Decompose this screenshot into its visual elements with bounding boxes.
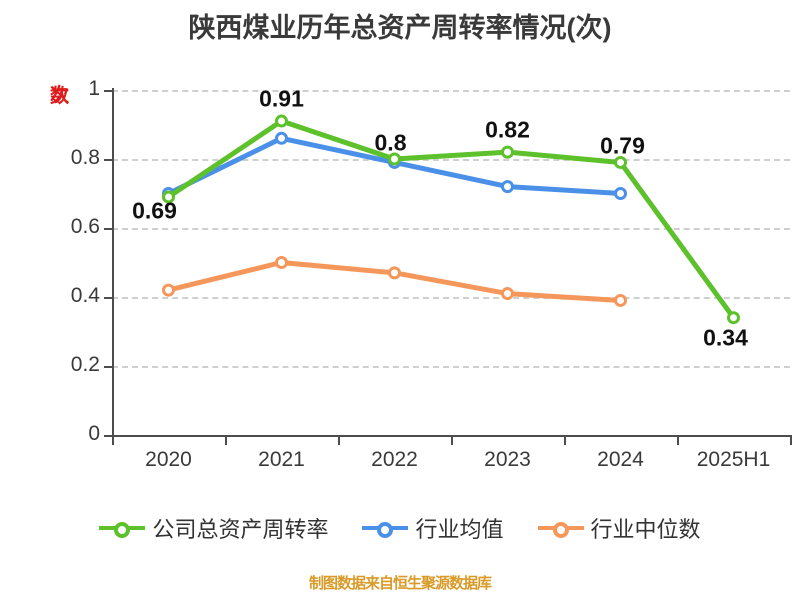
y-axis-label-char: 次: [50, 85, 69, 106]
legend-item-2[interactable]: 行业中位数: [537, 512, 701, 544]
y-axis-label: 次数: [50, 86, 90, 106]
legend-swatch-icon: [362, 522, 409, 538]
x-tick-label-2020: 2020: [145, 448, 192, 471]
x-tick-mark: [225, 435, 227, 445]
x-tick-mark: [677, 435, 679, 445]
legend-item-0[interactable]: 公司总资产周转率: [99, 512, 328, 544]
x-tick-label-2024: 2024: [597, 448, 644, 471]
footer-note: 制图数据来自恒生聚源数据库: [308, 575, 492, 592]
data-point-marker[interactable]: [162, 283, 175, 297]
x-tick-mark: [790, 435, 792, 445]
data-label-2025H1: 0.34: [703, 324, 748, 351]
y-axis-label-char: 数: [50, 86, 69, 107]
legend-swatch-icon: [99, 522, 146, 538]
y-tick-label: 1: [88, 77, 100, 100]
x-tick-mark: [338, 435, 340, 445]
data-point-marker[interactable]: [614, 187, 627, 200]
x-tick-label-2022: 2022: [371, 448, 418, 471]
legend-label: 公司总资产周转率: [152, 517, 329, 542]
x-tick-label-2023: 2023: [484, 448, 531, 471]
y-tick-label: 0: [88, 422, 100, 445]
gridline: [112, 228, 790, 230]
legend-swatch-icon: [537, 522, 584, 538]
legend-marker-icon: [552, 522, 569, 538]
gridline: [112, 297, 790, 299]
legend-marker-icon: [114, 522, 131, 538]
y-tick-mark: [104, 228, 113, 230]
x-tick-mark: [451, 435, 453, 445]
legend-label: 行业中位数: [590, 517, 701, 542]
data-point-marker[interactable]: [388, 152, 401, 166]
data-point-marker[interactable]: [388, 266, 401, 280]
data-point-marker[interactable]: [275, 256, 288, 269]
series-line-0: [166, 118, 736, 321]
y-tick-mark: [104, 90, 113, 92]
y-tick-label: 0.2: [70, 353, 100, 376]
data-point-marker[interactable]: [275, 131, 288, 145]
legend-marker-icon: [377, 522, 394, 538]
x-tick-label-2021: 2021: [258, 448, 305, 471]
legend-label: 行业均值: [415, 517, 504, 542]
data-label-2021: 0.91: [259, 85, 304, 112]
data-label-2020: 0.69: [132, 197, 177, 224]
data-point-marker[interactable]: [275, 114, 288, 128]
y-tick-label: 0.8: [70, 146, 100, 169]
page-title: 陕西煤业历年总资产周转率情况(次): [188, 13, 612, 43]
data-label-2024: 0.79: [600, 132, 645, 159]
y-tick-mark: [104, 297, 113, 299]
data-point-marker[interactable]: [501, 145, 514, 159]
data-point-marker[interactable]: [501, 180, 514, 194]
y-tick-mark: [104, 435, 113, 437]
gridline: [112, 159, 790, 161]
x-tick-mark: [564, 435, 566, 445]
y-tick-mark: [104, 159, 113, 161]
gridline: [112, 90, 790, 92]
y-tick-label: 0.4: [70, 284, 100, 307]
data-point-marker[interactable]: [501, 287, 514, 301]
y-tick-mark: [104, 366, 113, 368]
legend-item-1[interactable]: 行业均值: [362, 512, 504, 544]
data-point-marker[interactable]: [614, 293, 627, 307]
gridline: [112, 366, 790, 368]
data-label-2022: 0.8: [374, 129, 407, 156]
x-tick-label-2025H1: 2025H1: [696, 448, 771, 471]
y-axis-line: [112, 88, 114, 437]
data-point-marker[interactable]: [162, 190, 175, 204]
legend: 公司总资产周转率 行业均值 行业中位数: [0, 512, 800, 544]
data-point-marker[interactable]: [614, 155, 627, 169]
data-point-marker[interactable]: [727, 311, 740, 325]
x-tick-mark: [112, 435, 114, 445]
y-tick-label: 0.6: [70, 215, 100, 238]
data-label-2023: 0.82: [485, 116, 530, 143]
